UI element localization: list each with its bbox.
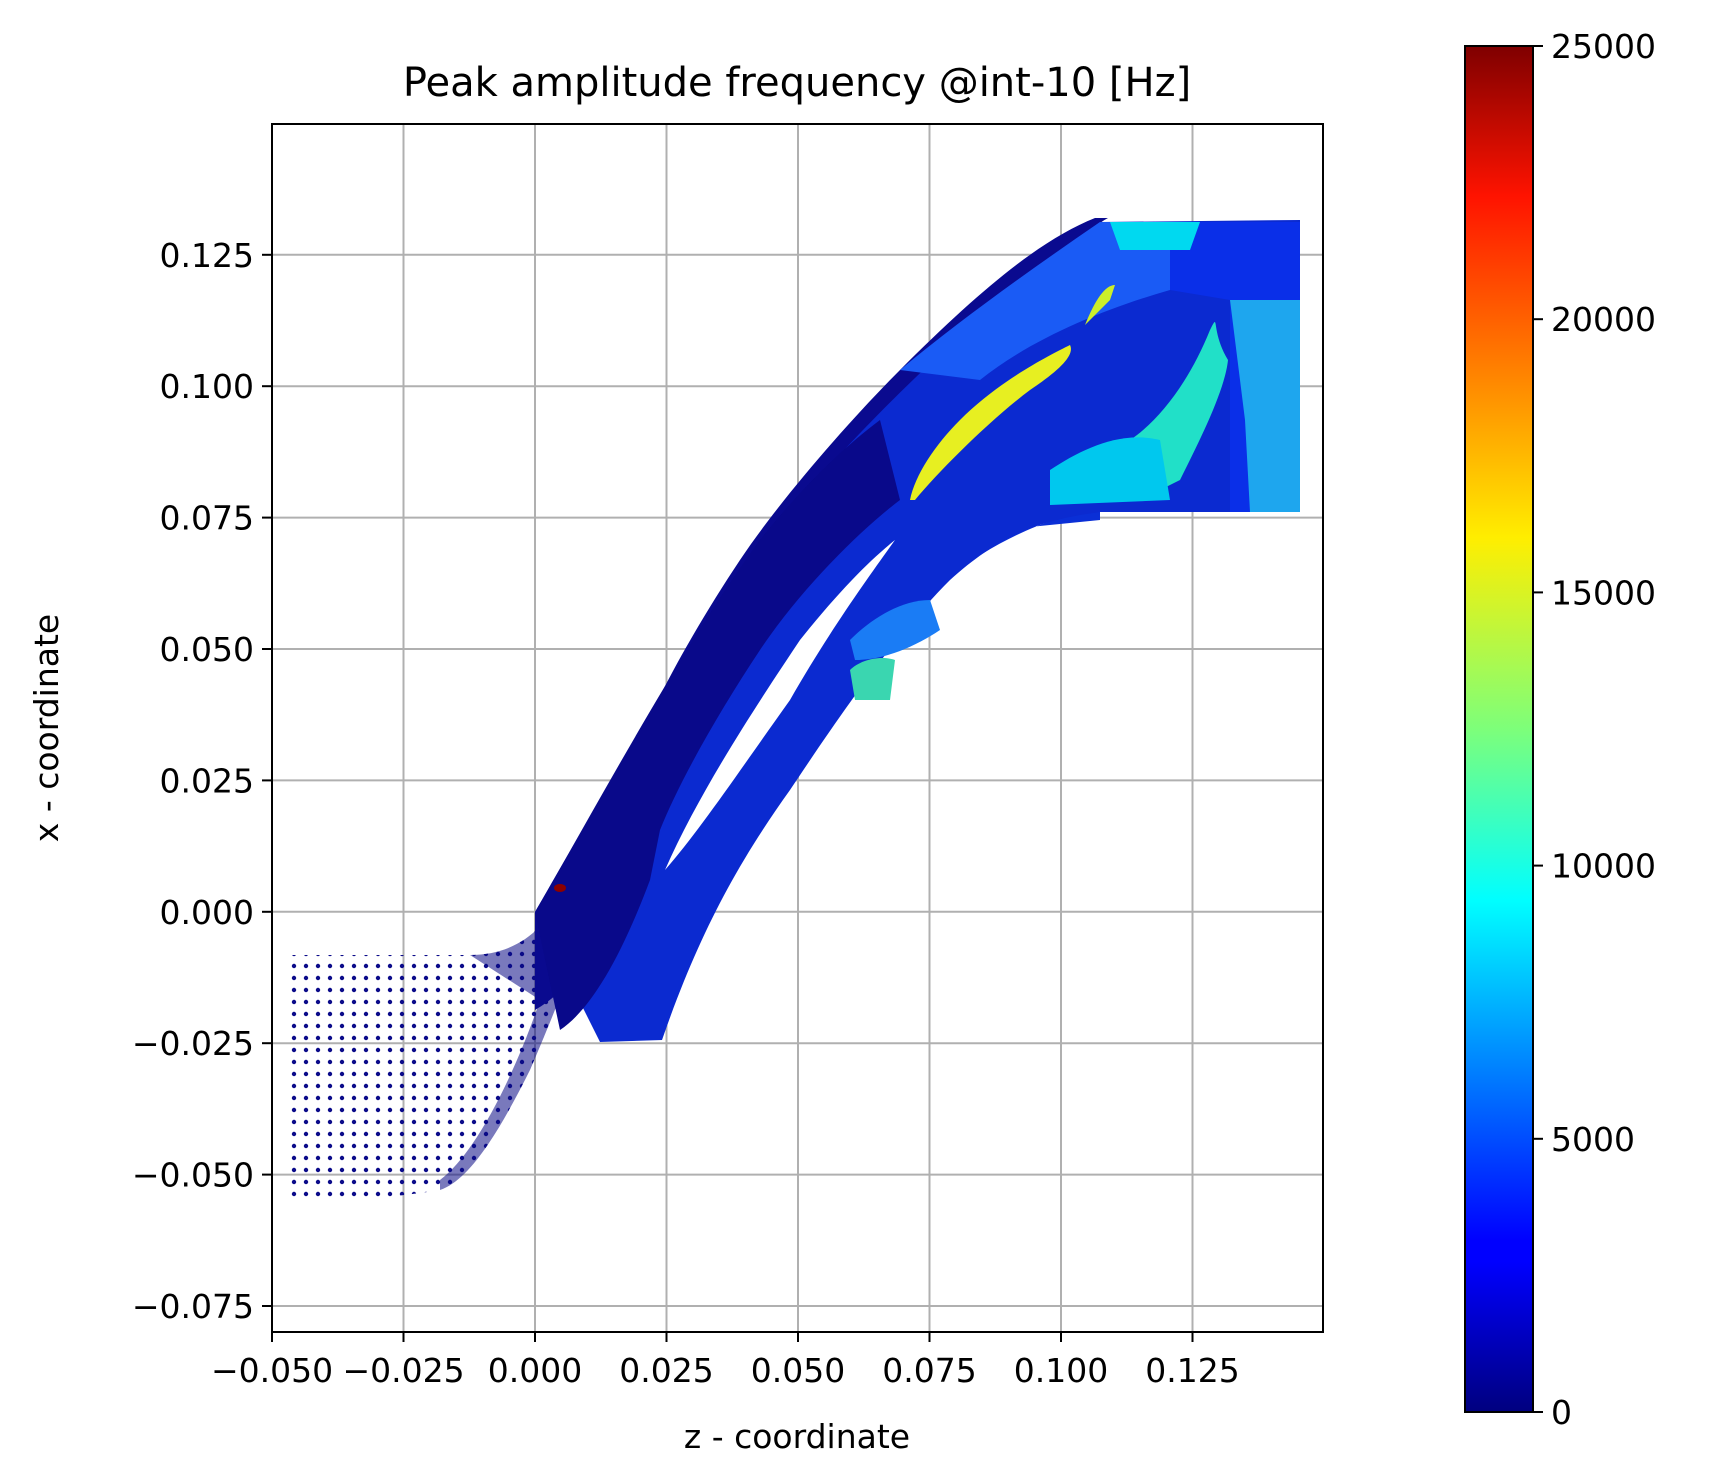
x-tick-label: 0.025 <box>619 1351 713 1390</box>
red-mark <box>554 884 566 892</box>
x-tick-label: 0.100 <box>1014 1351 1108 1390</box>
colorbar <box>1464 45 1534 1413</box>
x-axis-label: z - coordinate <box>684 1417 910 1456</box>
x-tick-label: −0.025 <box>342 1351 464 1390</box>
dotted-fan-region <box>290 800 625 1200</box>
y-axis-label: x - coordinate <box>27 614 66 842</box>
cyan-region-4 <box>1110 222 1200 250</box>
data-layer <box>290 218 1300 1200</box>
x-tick-label: 0.125 <box>1145 1351 1239 1390</box>
colorbar-tick-label: 0 <box>1551 1393 1572 1432</box>
y-ticks: −0.075 −0.050 −0.025 0.000 0.025 0.050 0.075 0.… <box>132 236 272 1326</box>
colorbar-tick-label: 20000 <box>1551 300 1656 339</box>
y-tick-label: −0.075 <box>132 1287 254 1326</box>
colorbar-tick-label: 25000 <box>1551 27 1656 66</box>
y-tick-label: 0.000 <box>160 893 254 932</box>
colorbar-tick-label: 15000 <box>1551 573 1656 612</box>
y-tick-label: 0.125 <box>160 236 254 275</box>
blade-slot-gap <box>665 540 895 870</box>
x-tick-label: −0.050 <box>211 1351 333 1390</box>
x-tick-label: 0.000 <box>488 1351 582 1390</box>
colorbar-ticks: 0 5000 10000 15000 20000 25000 <box>1533 27 1656 1432</box>
cyan-region-3 <box>1230 300 1300 512</box>
blue-patch-3 <box>850 600 940 660</box>
cyan-patch-small <box>850 658 895 700</box>
y-tick-label: −0.050 <box>132 1156 254 1195</box>
y-tick-label: 0.025 <box>160 761 254 800</box>
x-ticks: −0.050 −0.025 0.000 0.025 0.050 0.075 0.100 0.1… <box>211 1332 1240 1390</box>
y-tick-label: 0.050 <box>160 630 254 669</box>
y-tick-label: 0.100 <box>160 367 254 406</box>
blue-patch-1 <box>900 222 1170 380</box>
x-tick-label: 0.050 <box>751 1351 845 1390</box>
dark-channel <box>535 420 900 1030</box>
yellow-streak-2 <box>1085 285 1115 325</box>
cyan-region-2 <box>1050 437 1170 505</box>
yellow-streak <box>910 345 1071 500</box>
blade-body <box>535 220 1300 1042</box>
x-tick-label: 0.075 <box>882 1351 976 1390</box>
y-tick-label: −0.025 <box>132 1024 254 1063</box>
colorbar-tick-label: 5000 <box>1551 1120 1635 1159</box>
chart-title: Peak amplitude frequency @int-10 [Hz] <box>403 60 1191 106</box>
y-tick-label: 0.075 <box>160 499 254 538</box>
colorbar-tick-label: 10000 <box>1551 847 1656 886</box>
